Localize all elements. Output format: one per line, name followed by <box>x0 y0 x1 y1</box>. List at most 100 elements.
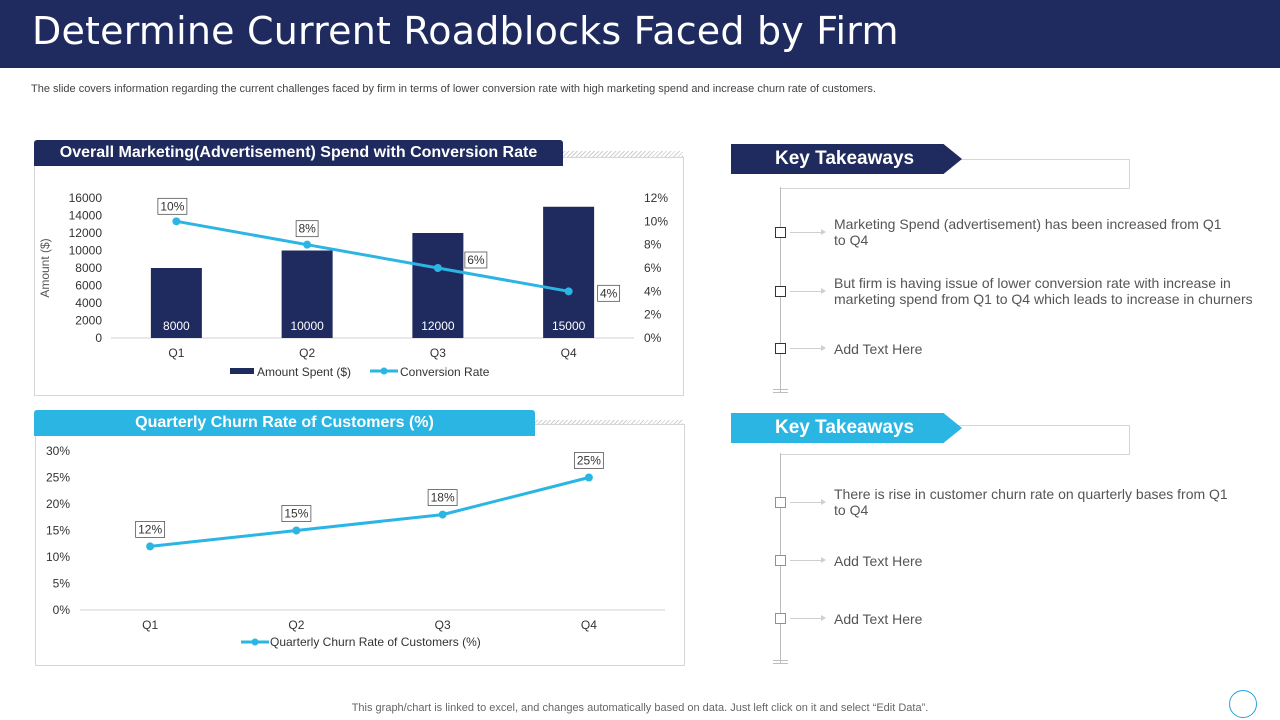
churn-chart-title: Quarterly Churn Rate of Customers (%) <box>34 410 535 436</box>
bar <box>543 206 595 338</box>
legend-label: Conversion Rate <box>400 365 490 379</box>
y2-tick-label: 0% <box>644 331 662 345</box>
x-tick-label: Q4 <box>561 346 577 360</box>
page-title: Determine Current Roadblocks Faced by Fi… <box>32 9 899 53</box>
y-tick-label: 4000 <box>75 296 102 310</box>
churn-rate-chart[interactable]: 0% 5% 10% 15% 20% 25% 30% Q1 Q2 Q3 Q4 12% 15% 18% 25% Q… <box>35 438 683 662</box>
x-tick-label: Q2 <box>288 618 304 632</box>
bar <box>150 268 202 338</box>
y-tick-label: 14000 <box>69 209 103 223</box>
y-tick-label: 25% <box>46 471 70 485</box>
y-axis-label: Amount ($) <box>38 238 52 297</box>
bar-value-label: 10000 <box>290 319 324 333</box>
timeline-end <box>773 389 788 390</box>
bullet-square-icon <box>775 613 786 624</box>
x-tick-label: Q1 <box>142 618 158 632</box>
line-value-label-box <box>597 284 621 302</box>
takeaways-heading-2: Key Takeaways <box>731 413 962 443</box>
timeline-end <box>773 660 788 661</box>
bullet-square-icon <box>775 555 786 566</box>
line-value-label: 15% <box>284 507 308 521</box>
y-tick-label: 10% <box>46 550 70 564</box>
takeaway-text: Add Text Here <box>834 611 923 627</box>
timeline-end <box>773 663 788 664</box>
line-point <box>438 510 447 519</box>
takeaway-text: There is rise in customer churn rate on … <box>834 486 1228 518</box>
line-value-label-box <box>281 505 312 522</box>
churn-rate-line <box>149 476 590 548</box>
marketing-chart-title: Overall Marketing(Advertisement) Spend w… <box>34 140 563 166</box>
x-tick-label: Q3 <box>435 618 451 632</box>
line-point <box>584 473 593 482</box>
x-tick-label: Q2 <box>299 346 315 360</box>
line-point <box>303 240 312 249</box>
y-tick-label: 20% <box>46 497 70 511</box>
bar <box>412 233 464 338</box>
line-point <box>564 287 573 296</box>
arrow-right-icon <box>790 615 826 621</box>
line-value-label: 10% <box>160 199 184 213</box>
bullet-square-icon <box>775 343 786 354</box>
page-subtitle: The slide covers information regarding t… <box>31 83 876 95</box>
circle-icon <box>1229 690 1257 718</box>
footer-note: This graph/chart is linked to excel, and… <box>351 702 929 714</box>
bullet-square-icon <box>775 227 786 238</box>
bullet-square-icon <box>775 286 786 297</box>
y-tick-label: 12000 <box>69 226 103 240</box>
y-tick-label: 30% <box>46 444 70 458</box>
line-value-label-box <box>295 220 319 238</box>
x-tick-label: Q4 <box>581 618 597 632</box>
y-tick-label: 0 <box>95 331 102 345</box>
panel-hatch <box>560 151 683 157</box>
bullet-square-icon <box>775 497 786 508</box>
y-tick-label: 6000 <box>75 279 102 293</box>
line-value-label-box <box>464 251 488 269</box>
legend-label: Quarterly Churn Rate of Customers (%) <box>270 635 481 649</box>
arrow-right-icon <box>790 229 826 235</box>
legend-swatch-point <box>380 367 388 375</box>
marketing-spend-chart[interactable]: Amount ($) 0 2000 4000 6000 8000 10000 12000 140… <box>34 180 682 392</box>
y-tick-label: 10000 <box>69 244 103 258</box>
y2-tick-label: 4% <box>644 284 662 298</box>
title-bar: Determine Current Roadblocks Faced by Fi… <box>0 0 1280 68</box>
arrow-right-icon <box>790 499 826 505</box>
line-value-label: 12% <box>138 522 162 536</box>
takeaway-text: But firm is having issue of lower conver… <box>834 275 1253 307</box>
y2-tick-label: 2% <box>644 308 662 322</box>
legend-label: Amount Spent ($) <box>257 365 351 379</box>
line-point <box>172 217 181 226</box>
line-point <box>292 526 301 535</box>
timeline-end <box>773 392 788 393</box>
bar-value-label: 12000 <box>421 319 455 333</box>
line-point <box>433 264 442 272</box>
panel-hatch <box>533 420 683 426</box>
arrow-right-icon <box>790 288 826 294</box>
y-tick-label: 15% <box>46 524 70 538</box>
y-tick-label: 2000 <box>75 314 102 328</box>
y-tick-label: 16000 <box>69 191 103 205</box>
y-tick-label: 8000 <box>75 261 102 275</box>
takeaway-text: Add Text Here <box>834 553 923 569</box>
y-tick-label: 5% <box>53 577 71 591</box>
line-point <box>146 542 155 551</box>
bar-value-label: 15000 <box>552 319 586 333</box>
y-tick-label: 0% <box>53 603 71 617</box>
line-value-label: 25% <box>577 454 601 468</box>
x-tick-label: Q1 <box>168 346 184 360</box>
line-value-label-box <box>427 489 458 506</box>
y2-tick-label: 8% <box>644 238 662 252</box>
line-value-label: 4% <box>600 286 618 300</box>
takeaway-text: Add Text Here <box>834 341 923 357</box>
legend-swatch-bar <box>230 368 254 374</box>
takeaway-text: Marketing Spend (advertisement) has been… <box>834 216 1222 248</box>
line-value-label: 6% <box>467 253 485 267</box>
line-value-label-box <box>573 452 604 469</box>
arrow-right-icon <box>790 557 826 563</box>
takeaways-heading-1: Key Takeaways <box>731 144 962 174</box>
arrow-right-icon <box>790 345 826 351</box>
line-value-label-box <box>157 197 188 215</box>
conversion-rate-line <box>176 219 569 293</box>
bar <box>281 250 333 338</box>
line-value-label: 8% <box>298 222 316 236</box>
x-tick-label: Q3 <box>430 346 446 360</box>
